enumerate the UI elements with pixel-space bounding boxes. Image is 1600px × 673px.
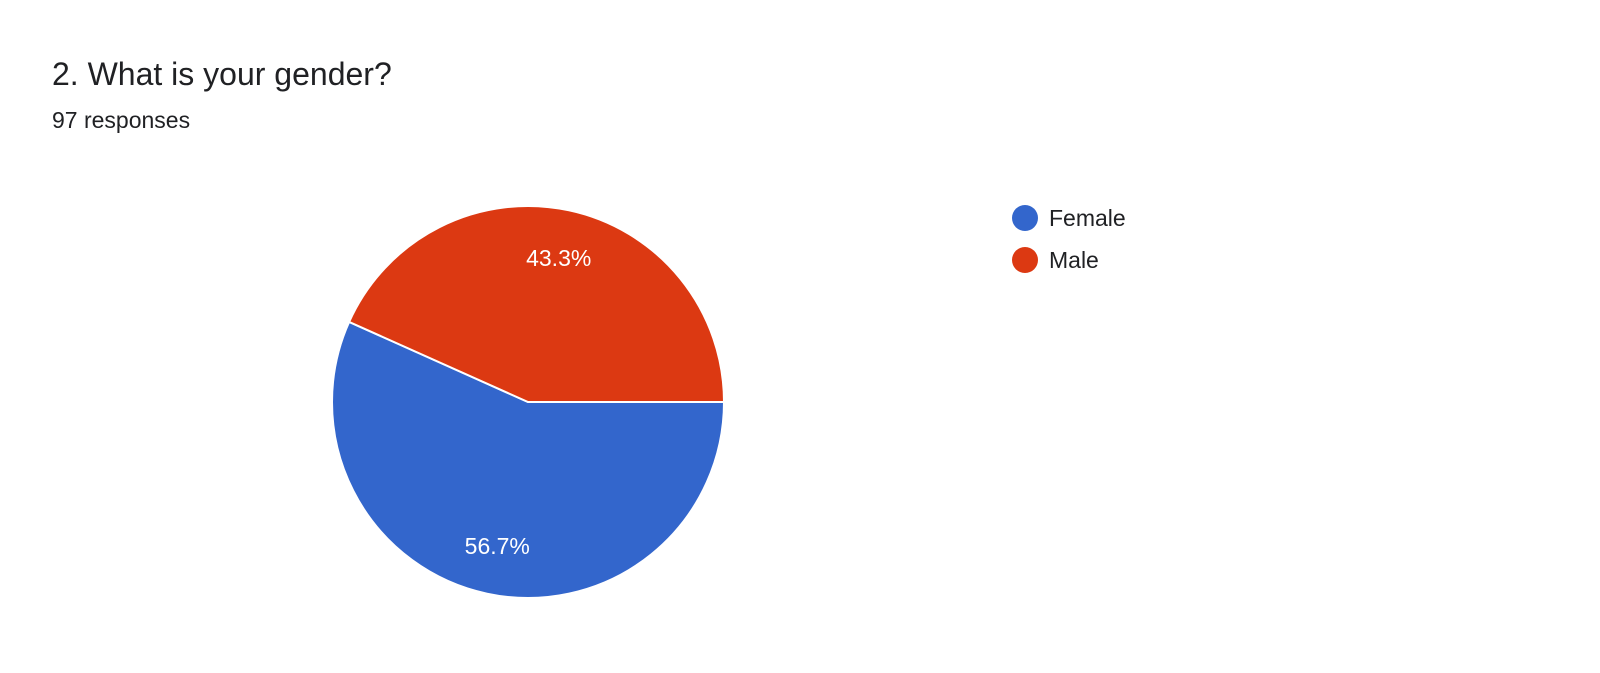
- pie-slices: [331, 205, 726, 599]
- response-count: 97 responses: [52, 107, 191, 133]
- legend-marker-female: [1012, 205, 1038, 231]
- pie-slice-male: [347, 205, 726, 403]
- chart-legend: Female Male: [1012, 205, 1126, 273]
- slice-label-male: 43.3%: [526, 245, 591, 271]
- legend-label-male: Male: [1049, 247, 1099, 273]
- question-title: 2. What is your gender?: [52, 56, 392, 92]
- legend-label-female: Female: [1049, 205, 1126, 231]
- pie-slice-female: [331, 320, 726, 599]
- legend-marker-male: [1012, 247, 1038, 273]
- slice-label-female: 56.7%: [465, 533, 530, 559]
- pie-slice-labels: 56.7% 43.3%: [465, 245, 592, 559]
